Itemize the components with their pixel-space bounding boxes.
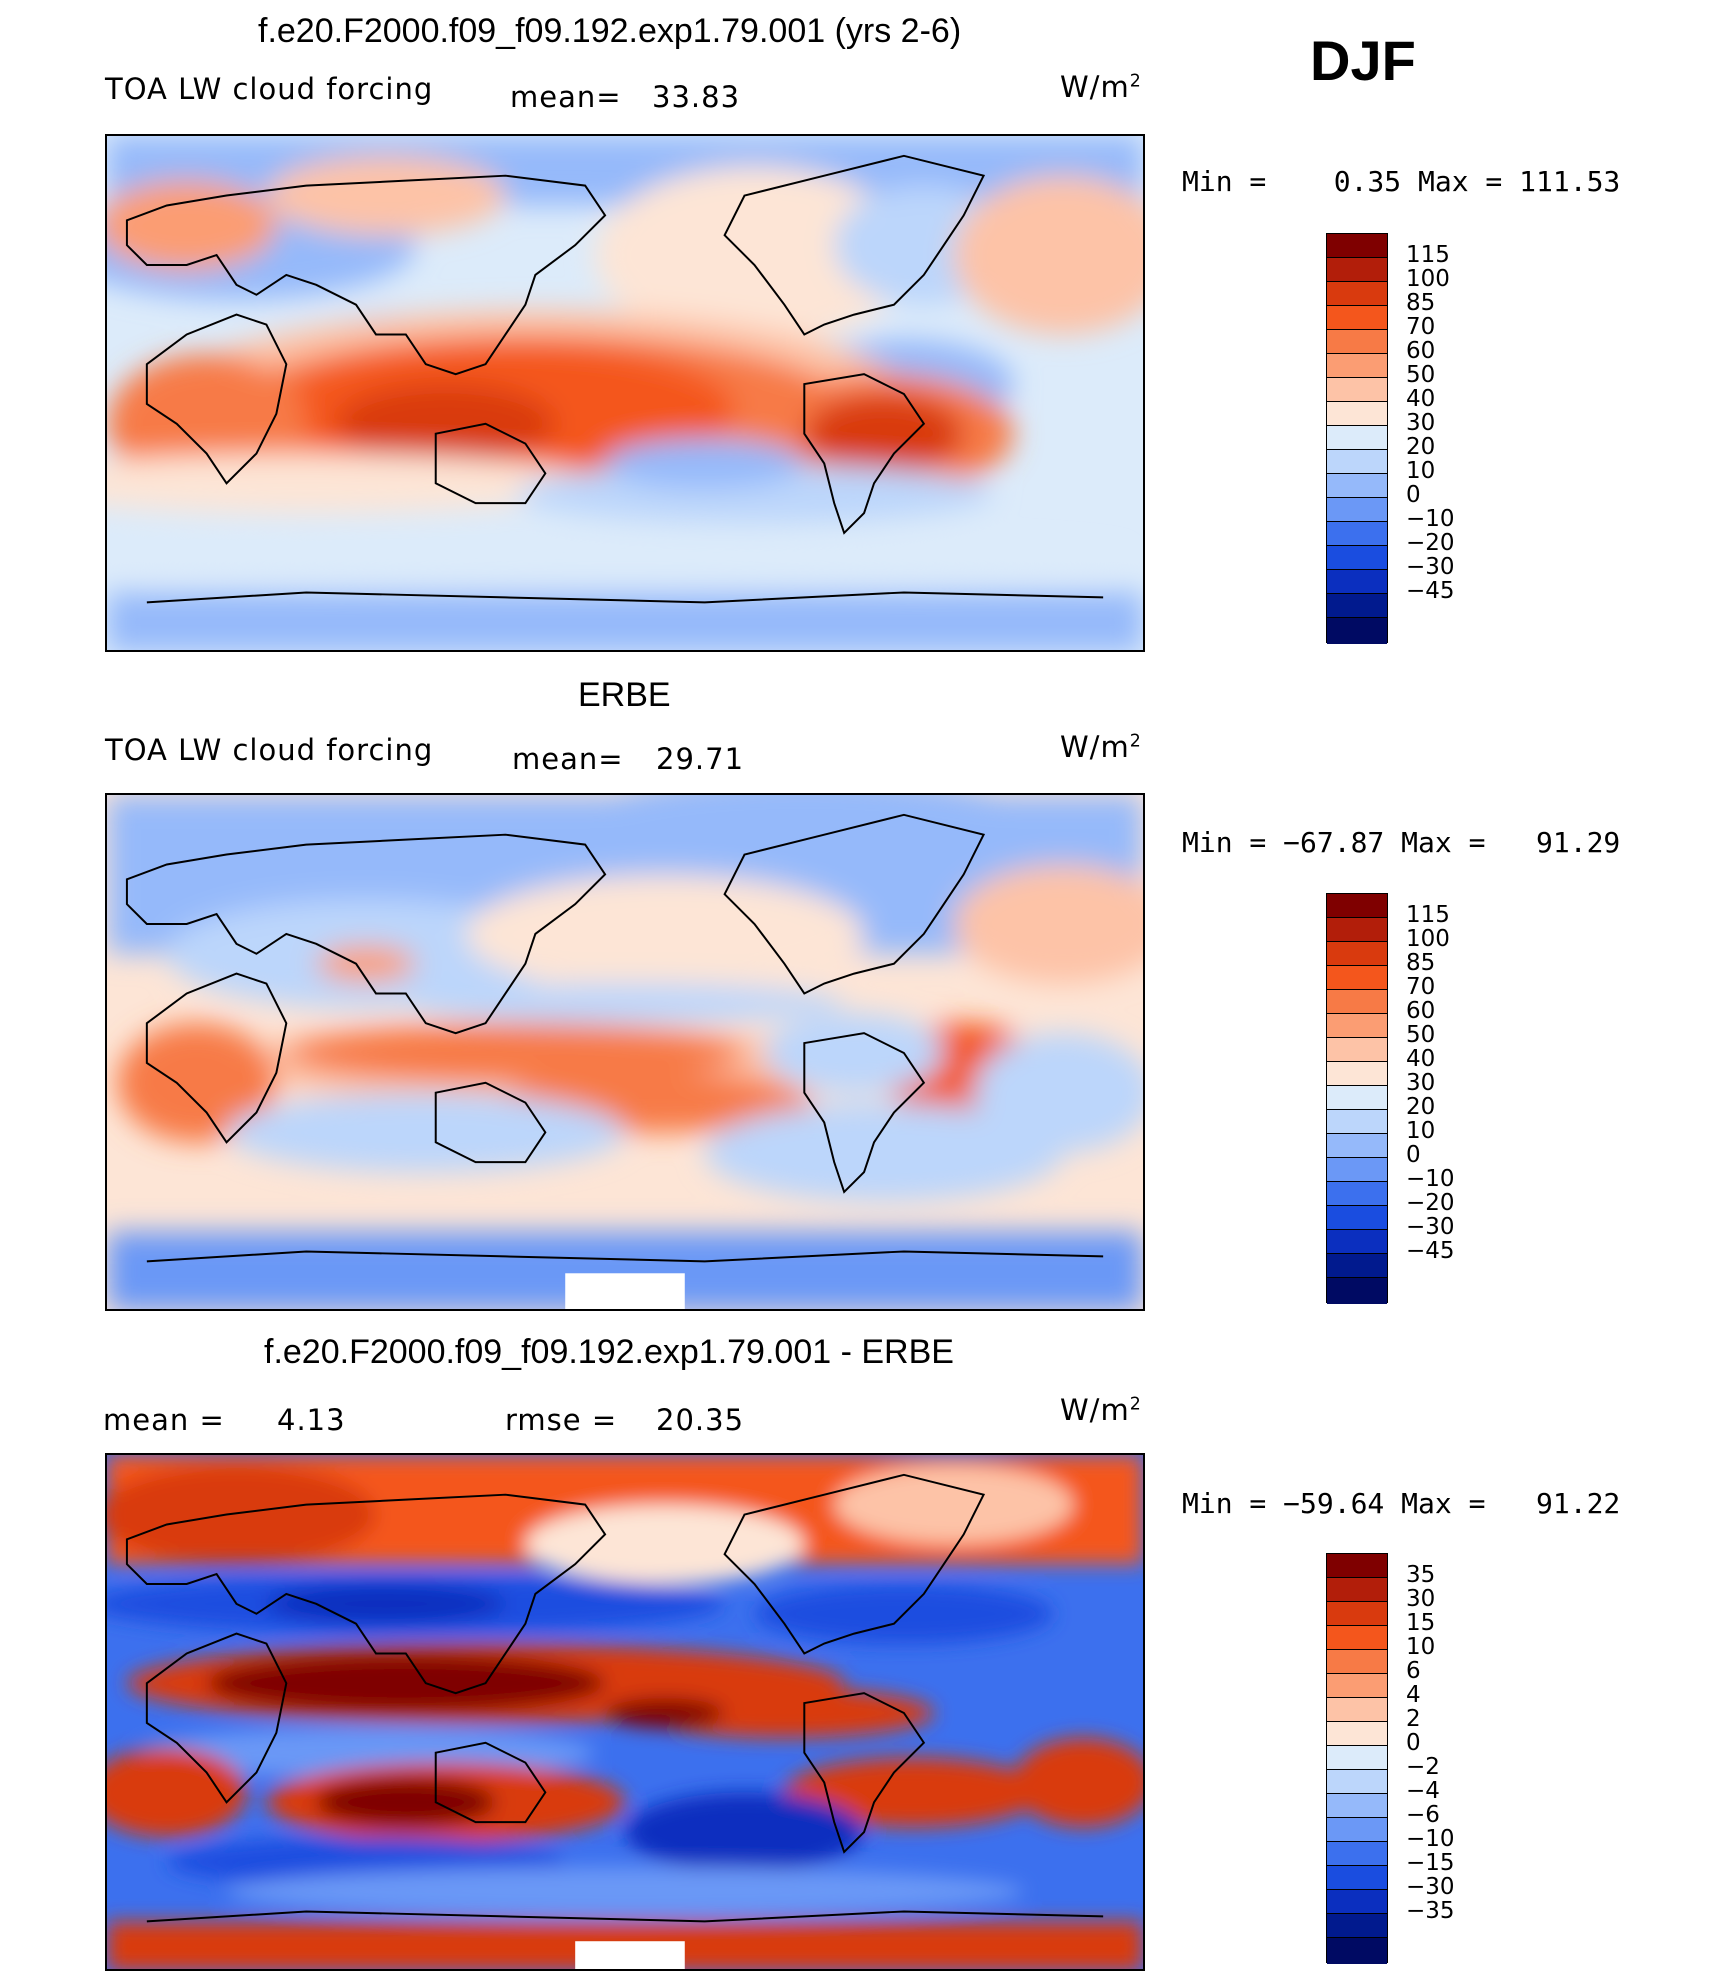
panel3-mean-value: 4.13	[277, 1403, 346, 1437]
panel1-colorbar-tick: 0	[1406, 482, 1421, 508]
panel3-colorbar-tick: −15	[1406, 1850, 1455, 1876]
panel2-mean-value: 29.71	[656, 742, 745, 776]
panel2-mean-label: mean=	[512, 742, 624, 776]
panel2-colorbar-tick: 85	[1406, 950, 1436, 976]
panel1-variable-label: TOA LW cloud forcing	[105, 72, 434, 106]
panel1-colorbar-tick: 50	[1406, 362, 1436, 388]
panel1-colorbar-tick: −10	[1406, 506, 1455, 532]
panel2-colorbar-tick: 0	[1406, 1142, 1421, 1168]
panel3-colorbar-tick: −10	[1406, 1826, 1455, 1852]
panel3-rmse-label: rmse =	[505, 1403, 618, 1437]
panel3-min-max: Min = −59.64 Max = 91.22	[1182, 1487, 1621, 1520]
panel2-map	[105, 793, 1145, 1311]
panel3-rmse-value: 20.35	[656, 1403, 745, 1437]
panel2-colorbar-tick: −10	[1406, 1166, 1455, 1192]
panel1-colorbar-tick: 40	[1406, 386, 1436, 412]
panel3-units: W/m2	[1060, 1393, 1142, 1427]
panel1-colorbar-tick: −30	[1406, 554, 1455, 580]
panel1-colorbar-tick: 30	[1406, 410, 1436, 436]
panel2-colorbar-tick: 115	[1406, 902, 1450, 928]
model-lw-cloud-forcing-map	[107, 136, 1143, 650]
panel2-colorbar-tick: −30	[1406, 1214, 1455, 1240]
panel3-colorbar-tick: 10	[1406, 1634, 1436, 1660]
panel2-colorbar-tick: 60	[1406, 998, 1436, 1024]
panel2-variable-label: TOA LW cloud forcing	[105, 733, 434, 767]
panel3-colorbar	[1326, 1553, 1388, 1964]
panel1-colorbar-tick: 115	[1406, 242, 1450, 268]
panel1-title: f.e20.F2000.f09_f09.192.exp1.79.001 (yrs…	[258, 12, 962, 50]
panel1-colorbar-tick: −45	[1406, 578, 1455, 604]
panel3-colorbar-tick: −4	[1406, 1778, 1440, 1804]
panel1-units: W/m2	[1060, 70, 1142, 104]
panel3-title: f.e20.F2000.f09_f09.192.exp1.79.001 - ER…	[264, 1333, 954, 1371]
panel1-colorbar-tick: 85	[1406, 290, 1436, 316]
panel1-colorbar-tick: 10	[1406, 458, 1436, 484]
panel3-map	[105, 1453, 1145, 1971]
panel2-title: ERBE	[578, 676, 671, 714]
panel2-colorbar-tick: −45	[1406, 1238, 1455, 1264]
panel3-mean-label: mean =	[103, 1403, 225, 1437]
panel1-colorbar-tick: −20	[1406, 530, 1455, 556]
panel3-colorbar-tick: 4	[1406, 1682, 1421, 1708]
panel1-colorbar-tick: 20	[1406, 434, 1436, 460]
panel3-colorbar-tick: 6	[1406, 1658, 1421, 1684]
panel2-colorbar-tick: 10	[1406, 1118, 1436, 1144]
panel2-colorbar-tick: 100	[1406, 926, 1450, 952]
erbe-lw-cloud-forcing-map	[107, 795, 1143, 1309]
panel2-colorbar-tick: 50	[1406, 1022, 1436, 1048]
panel3-colorbar-tick: −6	[1406, 1802, 1440, 1828]
panel3-colorbar-tick: 35	[1406, 1562, 1436, 1588]
panel2-colorbar-tick: −20	[1406, 1190, 1455, 1216]
panel2-min-max: Min = −67.87 Max = 91.29	[1182, 826, 1621, 859]
panel1-mean-label: mean=	[510, 80, 622, 114]
panel2-colorbar-tick: 70	[1406, 974, 1436, 1000]
panel1-mean-value: 33.83	[652, 80, 741, 114]
panel1-colorbar	[1326, 233, 1388, 644]
panel3-colorbar-tick: 0	[1406, 1730, 1421, 1756]
panel3-colorbar-tick: 30	[1406, 1586, 1436, 1612]
panel2-colorbar	[1326, 893, 1388, 1304]
panel2-colorbar-tick: 30	[1406, 1070, 1436, 1096]
panel1-min-max: Min = 0.35 Max = 111.53	[1182, 165, 1621, 198]
panel3-colorbar-tick: −35	[1406, 1898, 1455, 1924]
difference-map	[107, 1455, 1143, 1969]
panel2-colorbar-tick: 40	[1406, 1046, 1436, 1072]
panel1-map	[105, 134, 1145, 652]
panel1-colorbar-tick: 60	[1406, 338, 1436, 364]
panel1-colorbar-tick: 70	[1406, 314, 1436, 340]
panel2-colorbar-tick: 20	[1406, 1094, 1436, 1120]
panel3-colorbar-tick: −30	[1406, 1874, 1455, 1900]
panel2-units: W/m2	[1060, 730, 1142, 764]
panel3-colorbar-tick: 15	[1406, 1610, 1436, 1636]
panel3-colorbar-tick: 2	[1406, 1706, 1421, 1732]
panel1-colorbar-tick: 100	[1406, 266, 1450, 292]
panel3-colorbar-tick: −2	[1406, 1754, 1440, 1780]
season-label: DJF	[1310, 29, 1416, 92]
